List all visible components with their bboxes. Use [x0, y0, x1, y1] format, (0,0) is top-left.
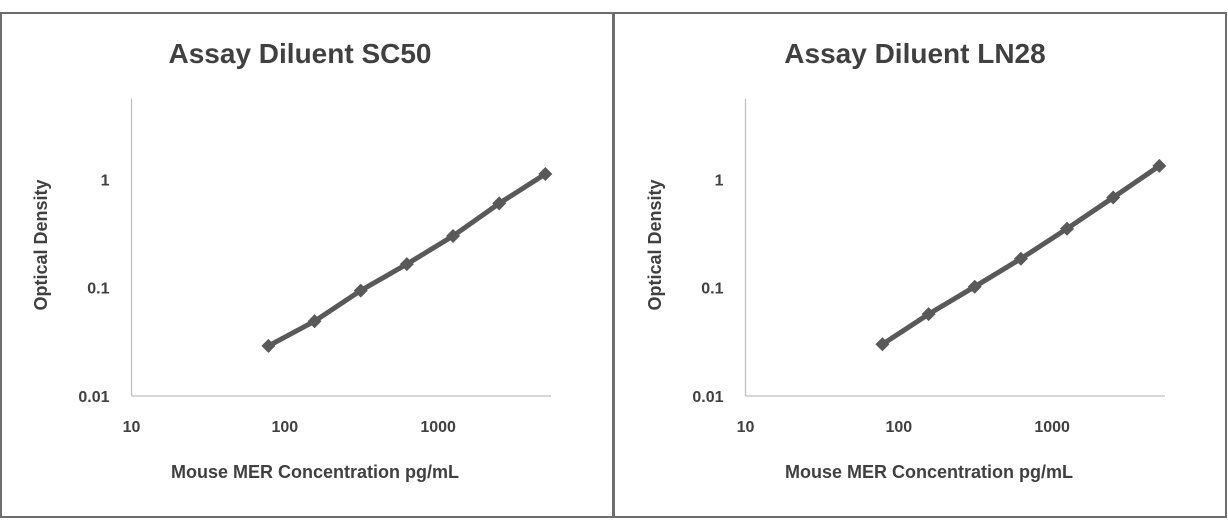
y-tick-labels: 0.01 0.1 1	[78, 172, 109, 406]
y-axis-label: Optical Density	[645, 179, 665, 310]
data-point-marker	[538, 167, 553, 182]
y-tick-label: 0.01	[692, 389, 723, 406]
y-tick-label: 1	[715, 172, 724, 189]
data-point-marker	[353, 283, 368, 298]
y-tick-label: 0.01	[78, 389, 109, 406]
data-point-marker	[1152, 158, 1167, 173]
chart-panel-sc50: Assay Diluent SC50 Optical Density Mouse…	[0, 12, 614, 518]
data-series	[875, 158, 1167, 352]
y-tick-label: 1	[101, 172, 110, 189]
chart-panel-ln28: Assay Diluent LN28 Optical Density Mouse…	[613, 12, 1227, 518]
chart-frame	[613, 12, 1227, 518]
x-tick-label: 100	[885, 419, 912, 436]
x-tick-label: 1000	[420, 419, 456, 436]
x-tick-label: 100	[271, 419, 298, 436]
x-tick-label: 1000	[1034, 419, 1070, 436]
data-point-marker	[307, 314, 322, 329]
data-point-marker	[967, 279, 982, 294]
y-axis-label: Optical Density	[31, 179, 51, 310]
y-tick-label: 0.1	[701, 281, 723, 298]
data-point-marker	[399, 257, 414, 272]
chart-title: Assay Diluent SC50	[169, 38, 432, 69]
chart-title: Assay Diluent LN28	[784, 38, 1045, 69]
y-tick-label: 0.1	[87, 281, 109, 298]
data-point-marker	[875, 337, 890, 352]
data-series	[261, 167, 553, 353]
data-point-marker	[446, 228, 461, 243]
data-point-marker	[1013, 251, 1028, 266]
x-tick-label: 10	[123, 419, 141, 436]
x-axis-label: Mouse MER Concentration pg/mL	[171, 462, 459, 482]
x-tick-labels: 10 100 1000	[737, 419, 1070, 436]
x-axis-label: Mouse MER Concentration pg/mL	[785, 462, 1073, 482]
data-point-marker	[921, 307, 936, 322]
data-point-marker	[492, 196, 507, 211]
data-point-marker	[1060, 221, 1075, 236]
x-tick-labels: 10 100 1000	[123, 419, 456, 436]
x-tick-label: 10	[737, 419, 755, 436]
y-tick-labels: 0.01 0.1 1	[692, 172, 723, 406]
data-point-marker	[261, 338, 276, 353]
data-point-marker	[1106, 190, 1121, 205]
chart-frame	[0, 12, 614, 518]
